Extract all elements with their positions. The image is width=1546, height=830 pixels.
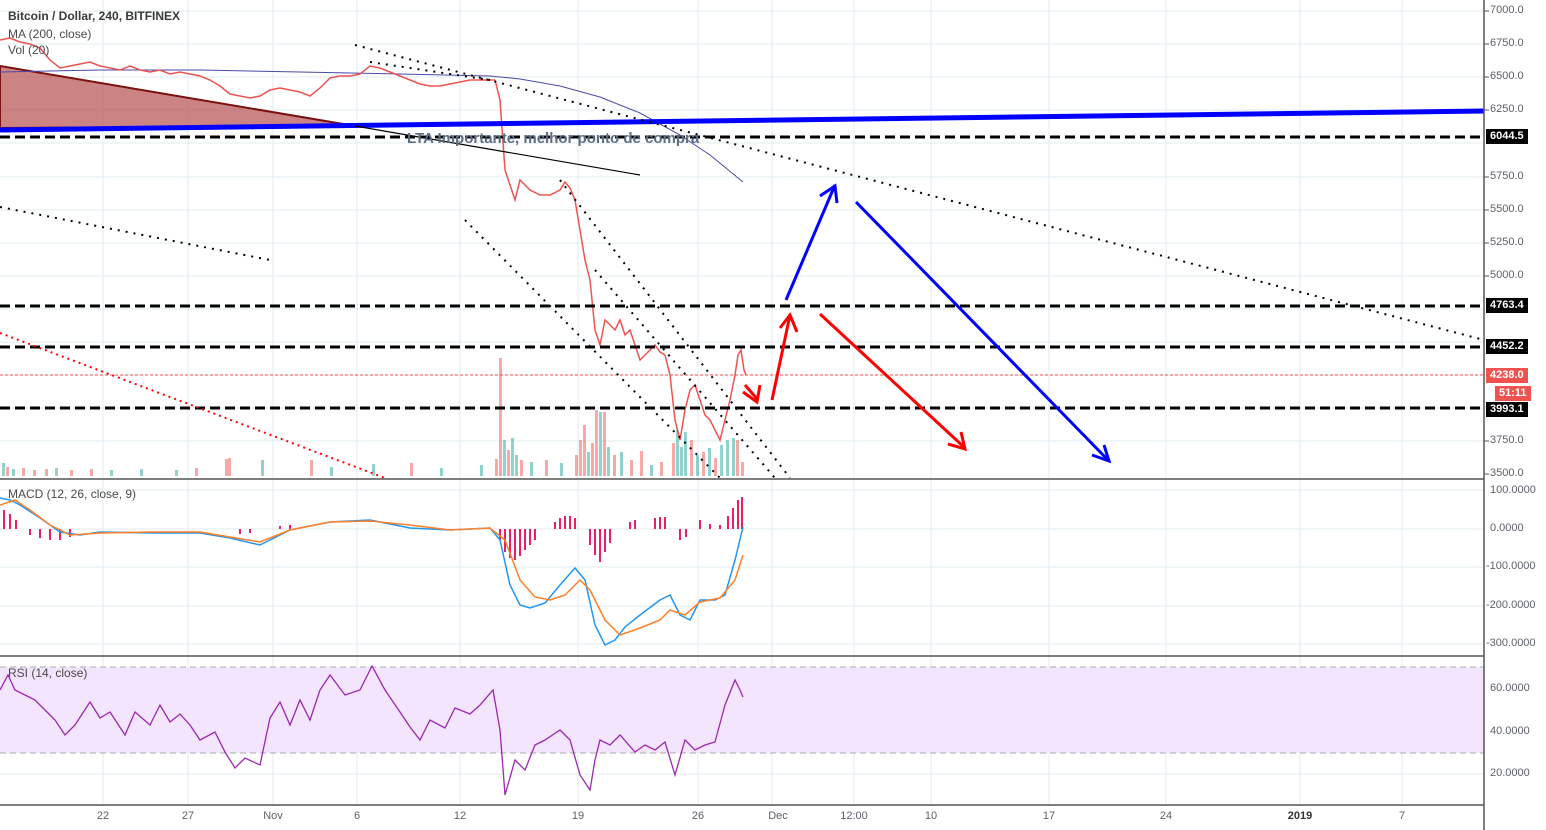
price-tick: 5000.0 xyxy=(1490,269,1524,281)
ma-legend[interactable]: MA (200, close) xyxy=(8,27,92,41)
time-tick-year: 2019 xyxy=(1287,810,1313,822)
triangle-pattern[interactable] xyxy=(0,64,356,130)
macd-tick: -100.0000 xyxy=(1486,560,1536,572)
level-tag-6044: 6044.5 xyxy=(1486,129,1528,144)
rsi-tick: 40.0000 xyxy=(1490,725,1530,737)
level-tag-4763: 4763.4 xyxy=(1486,298,1528,313)
bar-countdown: 51:11 xyxy=(1495,386,1531,401)
macd-tick: 100.0000 xyxy=(1490,484,1536,496)
time-tick: 6 xyxy=(353,810,361,822)
price-tick: 6500.0 xyxy=(1490,70,1524,82)
chart-annotation[interactable]: LTA Importante, melhor ponto de compra xyxy=(407,130,700,147)
symbol-title: Bitcoin / Dollar, 240, BITFINEX xyxy=(8,9,181,23)
time-tick: 12:00 xyxy=(840,810,868,822)
price-tick: 3750.0 xyxy=(1490,434,1524,446)
level-tag-3993: 3993.1 xyxy=(1486,402,1528,417)
time-tick: 10 xyxy=(924,810,938,822)
time-tick: 26 xyxy=(691,810,705,822)
red-dotted-trendline[interactable] xyxy=(0,332,386,479)
time-tick: 12 xyxy=(453,810,467,822)
macd-line xyxy=(0,497,744,647)
current-price-tag: 4238.0 xyxy=(1486,368,1528,383)
signal-line xyxy=(0,499,744,636)
dotted-trendlines[interactable] xyxy=(0,44,1485,479)
price-tick: 3500.0 xyxy=(1490,467,1524,479)
macd-tick: -200.0000 xyxy=(1486,599,1536,611)
price-tick: 7000.0 xyxy=(1490,4,1524,16)
rsi-band xyxy=(0,667,1484,753)
time-tick: 27 xyxy=(181,810,195,822)
time-tick: 22 xyxy=(96,810,110,822)
time-tick: Nov xyxy=(263,810,283,822)
price-tick: 5250.0 xyxy=(1490,236,1524,248)
macd-legend[interactable]: MACD (12, 26, close, 9) xyxy=(8,487,137,501)
time-tick: 19 xyxy=(571,810,585,822)
ma200-line[interactable] xyxy=(0,69,744,183)
macd-tick: -300.0000 xyxy=(1486,637,1536,649)
time-tick: 17 xyxy=(1042,810,1056,822)
price-tick: 6250.0 xyxy=(1490,103,1524,115)
time-tick: 24 xyxy=(1159,810,1173,822)
rsi-legend[interactable]: RSI (14, close) xyxy=(8,666,88,680)
black-trendline[interactable] xyxy=(354,125,641,176)
level-tag-4452: 4452.2 xyxy=(1486,339,1528,354)
price-tick: 5500.0 xyxy=(1490,203,1524,215)
rsi-line xyxy=(0,664,744,796)
price-tick: 5750.0 xyxy=(1490,170,1524,182)
blue-trendline[interactable] xyxy=(0,108,1485,133)
volume-bars xyxy=(2,358,744,476)
projection-arrows[interactable] xyxy=(742,183,1112,464)
price-tick: 6750.0 xyxy=(1490,37,1524,49)
candles xyxy=(0,37,747,443)
macd-tick: 0.0000 xyxy=(1490,522,1524,534)
rsi-tick: 60.0000 xyxy=(1490,682,1530,694)
support-resistance-levels[interactable] xyxy=(0,135,1484,410)
rsi-tick: 20.0000 xyxy=(1490,767,1530,779)
time-tick: 7 xyxy=(1398,810,1406,822)
time-tick: Dec xyxy=(768,810,788,822)
volume-legend[interactable]: Vol (20) xyxy=(8,43,50,57)
